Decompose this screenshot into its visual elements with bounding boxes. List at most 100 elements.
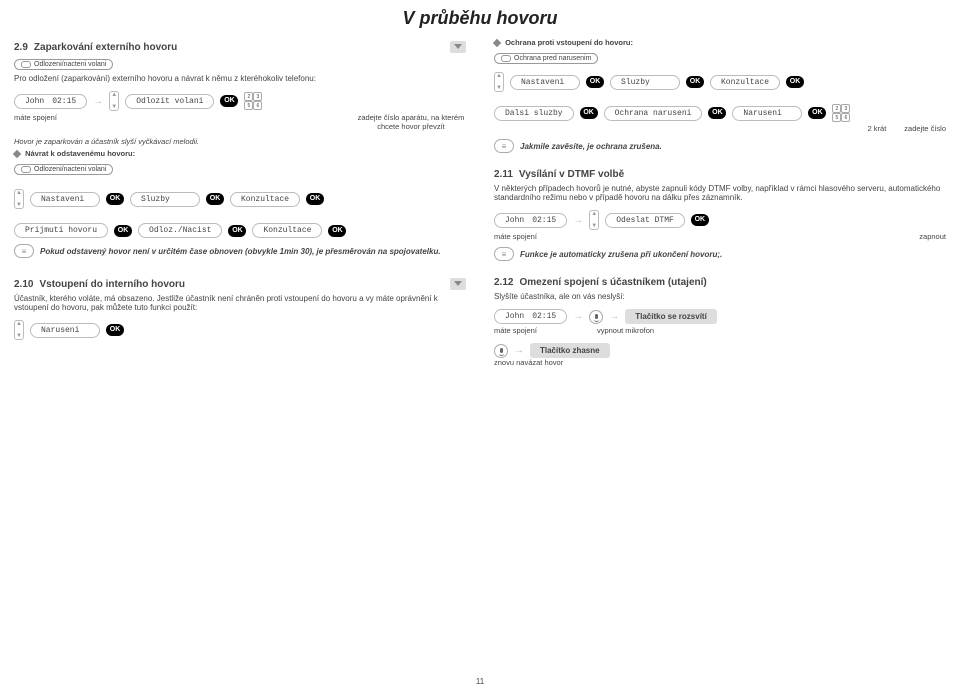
message-text: Pokud odstavený hovor není v určitém čas… (40, 247, 441, 256)
section-title: Omezení spojení s účastníkem (utajení) (519, 277, 706, 288)
annotation: vypnout mikrofon (597, 326, 654, 335)
updown-icon (14, 320, 24, 340)
section-num: 2.11 (494, 169, 513, 180)
info-message: Pokud odstavený hovor není v určitém čas… (14, 244, 466, 258)
updown-icon (494, 72, 504, 92)
menu-item: Dalsi sluzby (494, 106, 574, 121)
menu-item: Naruseni (30, 323, 100, 338)
menu-item: Konzultace (230, 192, 300, 207)
softkey-pill[interactable]: Odlozeni/nacteni volani (14, 164, 113, 175)
menu-item: Konzultace (252, 223, 322, 238)
ok-button[interactable]: OK (580, 107, 598, 119)
ok-button[interactable]: OK (691, 214, 709, 226)
updown-icon (589, 210, 599, 230)
section-2-9-header: 2.9 Zaparkování externího hovoru (14, 41, 466, 53)
return-label: Návrat k odstavenému hovoru: (25, 149, 135, 158)
section-title: Vysílání v DTMF volbě (519, 169, 624, 180)
message-icon (14, 244, 34, 258)
flow-row: Naruseni OK (14, 320, 466, 340)
ok-button[interactable]: OK (228, 225, 246, 237)
menu-item: Nastaveni (510, 75, 580, 90)
keypad-icon: 2356 (832, 104, 850, 122)
ok-button[interactable]: OK (686, 76, 704, 88)
flow-row: Nastaveni OK Sluzby OK Konzultace OK (494, 72, 946, 92)
mute-icon[interactable] (494, 344, 508, 358)
section-title: Vstoupení do interního hovoru (39, 279, 185, 290)
arrow-icon: → (573, 215, 583, 226)
phone-display: John 02:15 (14, 94, 87, 109)
flow-row: John 02:15 → Odlozit volani OK 2356 (14, 91, 466, 111)
section-title: Zaparkování externího hovoru (34, 42, 177, 53)
ok-button[interactable]: OK (206, 193, 224, 205)
annotation: máte spojení (494, 326, 537, 335)
ok-button[interactable]: OK (106, 324, 124, 336)
description: Účastník, kterého voláte, má obsazeno. J… (14, 294, 466, 312)
message-text: Jakmile zavěsíte, je ochrana zrušena. (520, 142, 662, 151)
menu-item: Ochrana naruseni (604, 106, 703, 121)
ok-button[interactable]: OK (708, 107, 726, 119)
flow-row: John 02:15 → Odeslat DTMF OK (494, 210, 946, 230)
ok-button[interactable]: OK (306, 193, 324, 205)
page-number: 11 (476, 677, 484, 686)
ok-button[interactable]: OK (220, 95, 238, 107)
menu-item: Odeslat DTMF (605, 213, 685, 228)
updown-icon (109, 91, 119, 111)
menu-item: Konzultace (710, 75, 780, 90)
menu-item: Naruseni (732, 106, 802, 121)
annotation: znovu navázat hovor (494, 358, 604, 367)
keypad-icon: 2356 (244, 92, 262, 110)
protection-title: Ochrana proti vstoupení do hovoru: (505, 38, 633, 47)
softkey-pill[interactable]: Odlozeni/nacteni volani (14, 59, 113, 70)
mute-icon[interactable] (589, 310, 603, 324)
annotation: zapnout (919, 232, 946, 241)
flow-row: → Tlačítko zhasne (494, 343, 946, 358)
annotation: zadejte číslo aparátu, na kterém chcete … (356, 113, 466, 131)
arrow-icon: → (609, 311, 619, 322)
message-icon (494, 139, 514, 153)
menu-item: Sluzby (610, 75, 680, 90)
flow-row: Nastaveni OK Sluzby OK Konzultace OK (14, 189, 466, 209)
display-name: John (505, 312, 524, 321)
annotation: máte spojení (494, 232, 537, 241)
button-state-label: Tlačítko se rozsvítí (625, 309, 717, 324)
section-2-10-header: 2.10 Vstoupení do interního hovoru (14, 278, 466, 290)
ok-button[interactable]: OK (114, 225, 132, 237)
display-time: 02:15 (52, 97, 76, 106)
flow-row: Prijmuti hovoru OK Odloz./Nacist OK Konz… (14, 223, 466, 238)
annotation: máte spojení (14, 113, 57, 131)
dropdown-icon (450, 41, 466, 53)
note: Hovor je zaparkován a účastník slyší vyč… (14, 137, 466, 146)
softkey-pill[interactable]: Ochrana pred narusenim (494, 53, 598, 64)
menu-item: Nastaveni (30, 192, 100, 207)
menu-item: Prijmuti hovoru (14, 223, 108, 238)
section-num: 2.10 (14, 279, 33, 290)
updown-icon (14, 189, 24, 209)
subheading: Návrat k odstavenému hovoru: (14, 149, 466, 158)
ok-button[interactable]: OK (786, 76, 804, 88)
flow-row: John 02:15 → → Tlačítko se rozsvítí (494, 309, 946, 324)
ok-button[interactable]: OK (106, 193, 124, 205)
arrow-icon: → (573, 311, 583, 322)
ok-button[interactable]: OK (586, 76, 604, 88)
diamond-icon (13, 150, 21, 158)
section-2-12-header: 2.12 Omezení spojení s účastníkem (utaje… (494, 277, 946, 288)
annotation: 2 krát (868, 124, 887, 133)
display-time: 02:15 (532, 312, 556, 321)
info-message: Jakmile zavěsíte, je ochrana zrušena. (494, 139, 946, 153)
ok-button[interactable]: OK (808, 107, 826, 119)
arrow-icon: → (93, 96, 103, 107)
section-num: 2.12 (494, 277, 513, 288)
phone-display: John 02:15 (494, 213, 567, 228)
phone-display: Odlozit volani (125, 94, 214, 109)
dropdown-icon (450, 278, 466, 290)
left-column: 2.9 Zaparkování externího hovoru Odlozen… (0, 29, 480, 367)
display-name: John (25, 97, 44, 106)
flow-row: Dalsi sluzby OK Ochrana naruseni OK Naru… (494, 104, 946, 122)
subheading: Ochrana proti vstoupení do hovoru: (494, 38, 946, 47)
description: Pro odložení (zaparkování) externího hov… (14, 74, 466, 83)
page-title: V průběhu hovoru (0, 0, 960, 29)
menu-item: Odloz./Nacist (138, 223, 222, 238)
section-num: 2.9 (14, 42, 28, 53)
button-state-label: Tlačítko zhasne (530, 343, 610, 358)
ok-button[interactable]: OK (328, 225, 346, 237)
